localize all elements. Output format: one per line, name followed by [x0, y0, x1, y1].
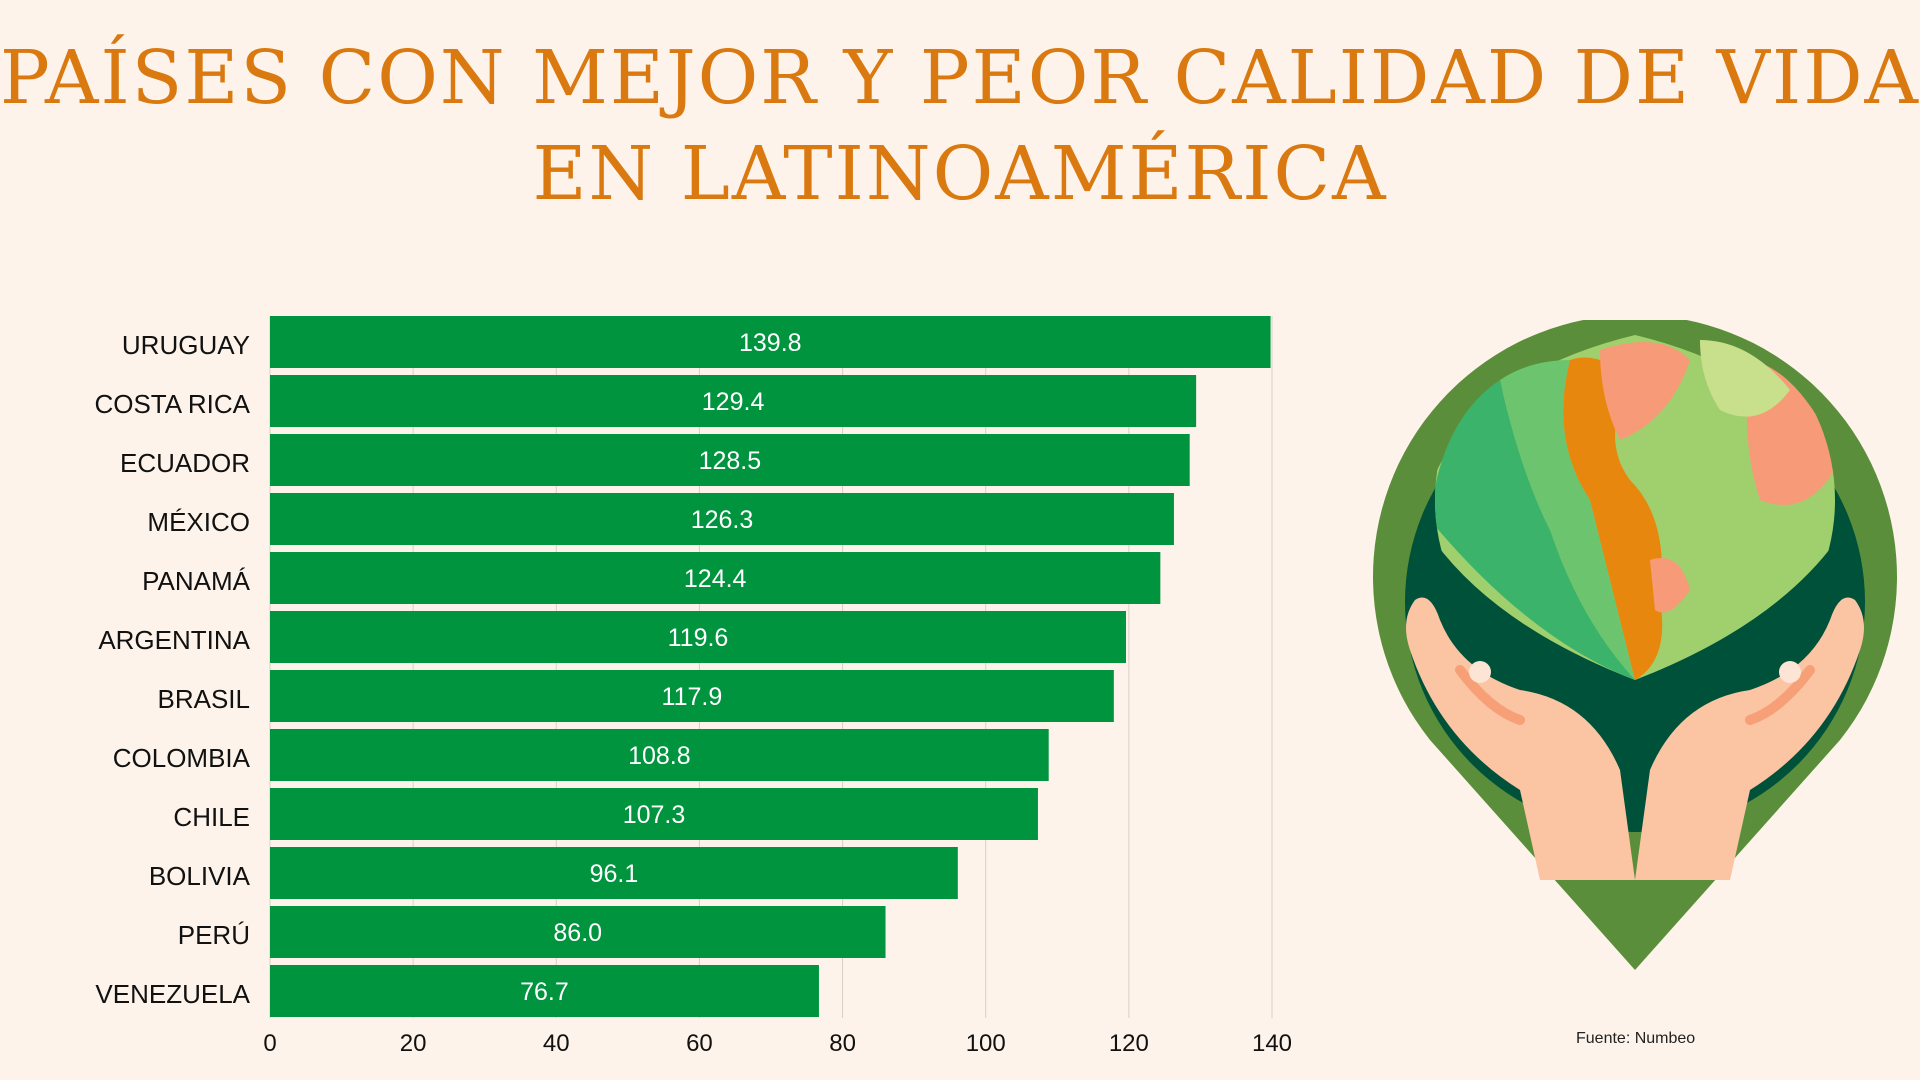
category-label: MÉXICO	[147, 507, 250, 537]
x-tick-label: 20	[400, 1030, 427, 1057]
bar	[270, 670, 1114, 722]
data-label: 128.5	[699, 447, 762, 475]
data-label: 126.3	[691, 506, 754, 534]
chart-title: PAÍSES CON MEJOR Y PEOR CALIDAD DE VIDA …	[0, 30, 1920, 222]
bar	[270, 906, 886, 958]
bar	[270, 434, 1190, 486]
category-label: COSTA RICA	[94, 389, 250, 419]
category-label: PERÚ	[178, 920, 250, 950]
data-label: 96.1	[590, 860, 639, 888]
bar	[270, 316, 1271, 368]
x-tick-label: 0	[263, 1030, 276, 1057]
x-tick-label: 40	[543, 1030, 570, 1057]
bar	[270, 965, 819, 1017]
data-label: 108.8	[628, 742, 691, 770]
bar	[270, 493, 1174, 545]
bar	[270, 729, 1049, 781]
category-label: URUGUAY	[122, 330, 250, 360]
category-label: ECUADOR	[120, 448, 250, 478]
source-note: Fuente: Numbeo	[1576, 1030, 1696, 1047]
bar	[270, 847, 958, 899]
title-line-2: EN LATINOAMÉRICA	[532, 131, 1388, 217]
category-label: PANAMÁ	[142, 566, 251, 596]
data-label: 117.9	[662, 683, 723, 711]
x-tick-label: 60	[686, 1030, 713, 1057]
bar	[270, 375, 1197, 427]
bar	[270, 552, 1161, 604]
category-label: BRASIL	[158, 684, 251, 714]
category-label: COLOMBIA	[113, 743, 251, 773]
hands-holding-globe-icon	[1373, 320, 1897, 970]
data-label: 107.3	[623, 801, 686, 829]
bar	[270, 611, 1126, 663]
x-tick-label: 80	[829, 1030, 856, 1057]
x-tick-label: 140	[1252, 1030, 1292, 1057]
data-label: 119.6	[668, 624, 729, 652]
category-label: CHILE	[173, 802, 250, 832]
category-label: BOLIVIA	[149, 861, 251, 891]
data-label: 139.8	[739, 329, 802, 357]
category-label: ARGENTINA	[98, 625, 250, 655]
x-tick-label: 100	[966, 1030, 1006, 1057]
data-label: 76.7	[520, 978, 569, 1006]
x-tick-label: 120	[1109, 1030, 1149, 1057]
category-label: VENEZUELA	[95, 979, 250, 1009]
title-line-1: PAÍSES CON MEJOR Y PEOR CALIDAD DE VIDA	[0, 35, 1920, 121]
data-label: 124.4	[684, 565, 747, 593]
data-label: 86.0	[553, 919, 602, 947]
data-label: 129.4	[702, 388, 765, 416]
bar	[270, 788, 1038, 840]
